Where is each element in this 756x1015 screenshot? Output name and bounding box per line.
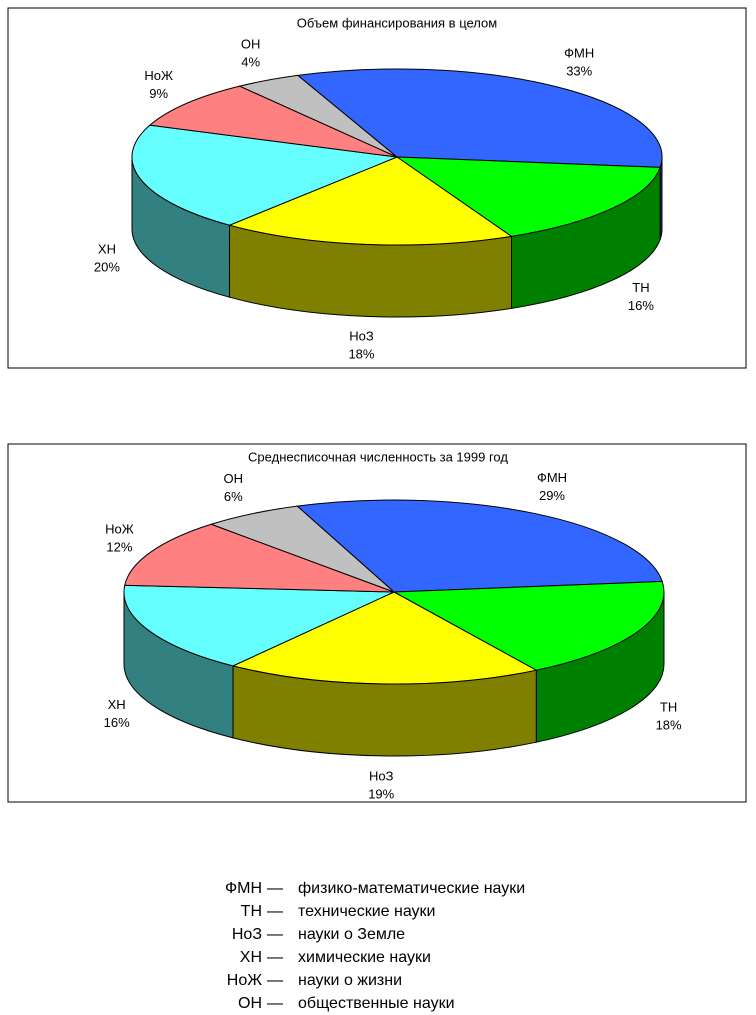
value-label: 16% — [104, 715, 130, 730]
slice-label: ФМН — [537, 470, 567, 485]
glossary-abbr: ТН — [241, 903, 262, 920]
glossary-abbr: ХН — [240, 949, 262, 966]
value-label: 16% — [628, 298, 654, 313]
glossary-abbr: ФМН — [225, 880, 262, 897]
slice — [148, 85, 398, 158]
glossary-text: технические науки — [298, 903, 435, 920]
slice — [123, 584, 395, 667]
chart-title: Объем финансирования в целом — [297, 15, 497, 30]
glossary-text: физико-математические науки — [298, 880, 525, 897]
value-label: 33% — [566, 64, 592, 79]
slice — [296, 499, 663, 593]
slice-label: ТН — [660, 700, 677, 715]
glossary-text: науки о Земле — [298, 926, 405, 943]
slice — [392, 580, 665, 671]
glossary-abbr: НоЖ — [227, 972, 262, 989]
glossary-sep: — — [267, 903, 283, 920]
value-label: 29% — [539, 488, 565, 503]
value-label: 12% — [106, 539, 132, 554]
slice — [231, 591, 538, 685]
slice-label: ХН — [98, 242, 116, 257]
glossary-text: науки о жизни — [298, 972, 402, 989]
slice-label: НоЖ — [144, 68, 173, 83]
glossary-sep: — — [267, 949, 283, 966]
slice-label: НоЖ — [105, 521, 134, 536]
glossary-sep: — — [267, 926, 283, 943]
slice-label: ХН — [108, 697, 126, 712]
slice-label: ОН — [224, 471, 244, 486]
slice-label: ОН — [241, 36, 261, 51]
slice — [395, 156, 661, 237]
value-label: 18% — [656, 718, 682, 733]
glossary-abbr: НоЗ — [232, 926, 262, 943]
value-label: 6% — [224, 489, 243, 504]
slice — [227, 156, 513, 246]
slice — [131, 124, 399, 226]
glossary-text: химические науки — [298, 949, 431, 966]
slice-label: ФМН — [564, 46, 594, 61]
slice — [238, 74, 398, 158]
slice-label: НоЗ — [369, 768, 394, 783]
glossary-abbr: ОН — [238, 995, 262, 1012]
glossary-text: общественные науки — [298, 995, 455, 1012]
slice — [296, 68, 663, 168]
glossary-sep: — — [267, 972, 283, 989]
slice-label: НоЗ — [349, 329, 374, 344]
value-label: 20% — [94, 260, 120, 275]
slice — [209, 505, 395, 593]
chart-title: Среднесписочная численность за 1999 год — [248, 449, 508, 464]
value-label: 19% — [368, 786, 394, 801]
glossary-sep: — — [267, 995, 283, 1012]
value-label: 9% — [149, 86, 168, 101]
slice — [124, 523, 395, 593]
glossary-sep: — — [267, 880, 283, 897]
slice-label: ТН — [632, 280, 649, 295]
value-label: 18% — [348, 347, 374, 362]
value-label: 4% — [241, 54, 260, 69]
